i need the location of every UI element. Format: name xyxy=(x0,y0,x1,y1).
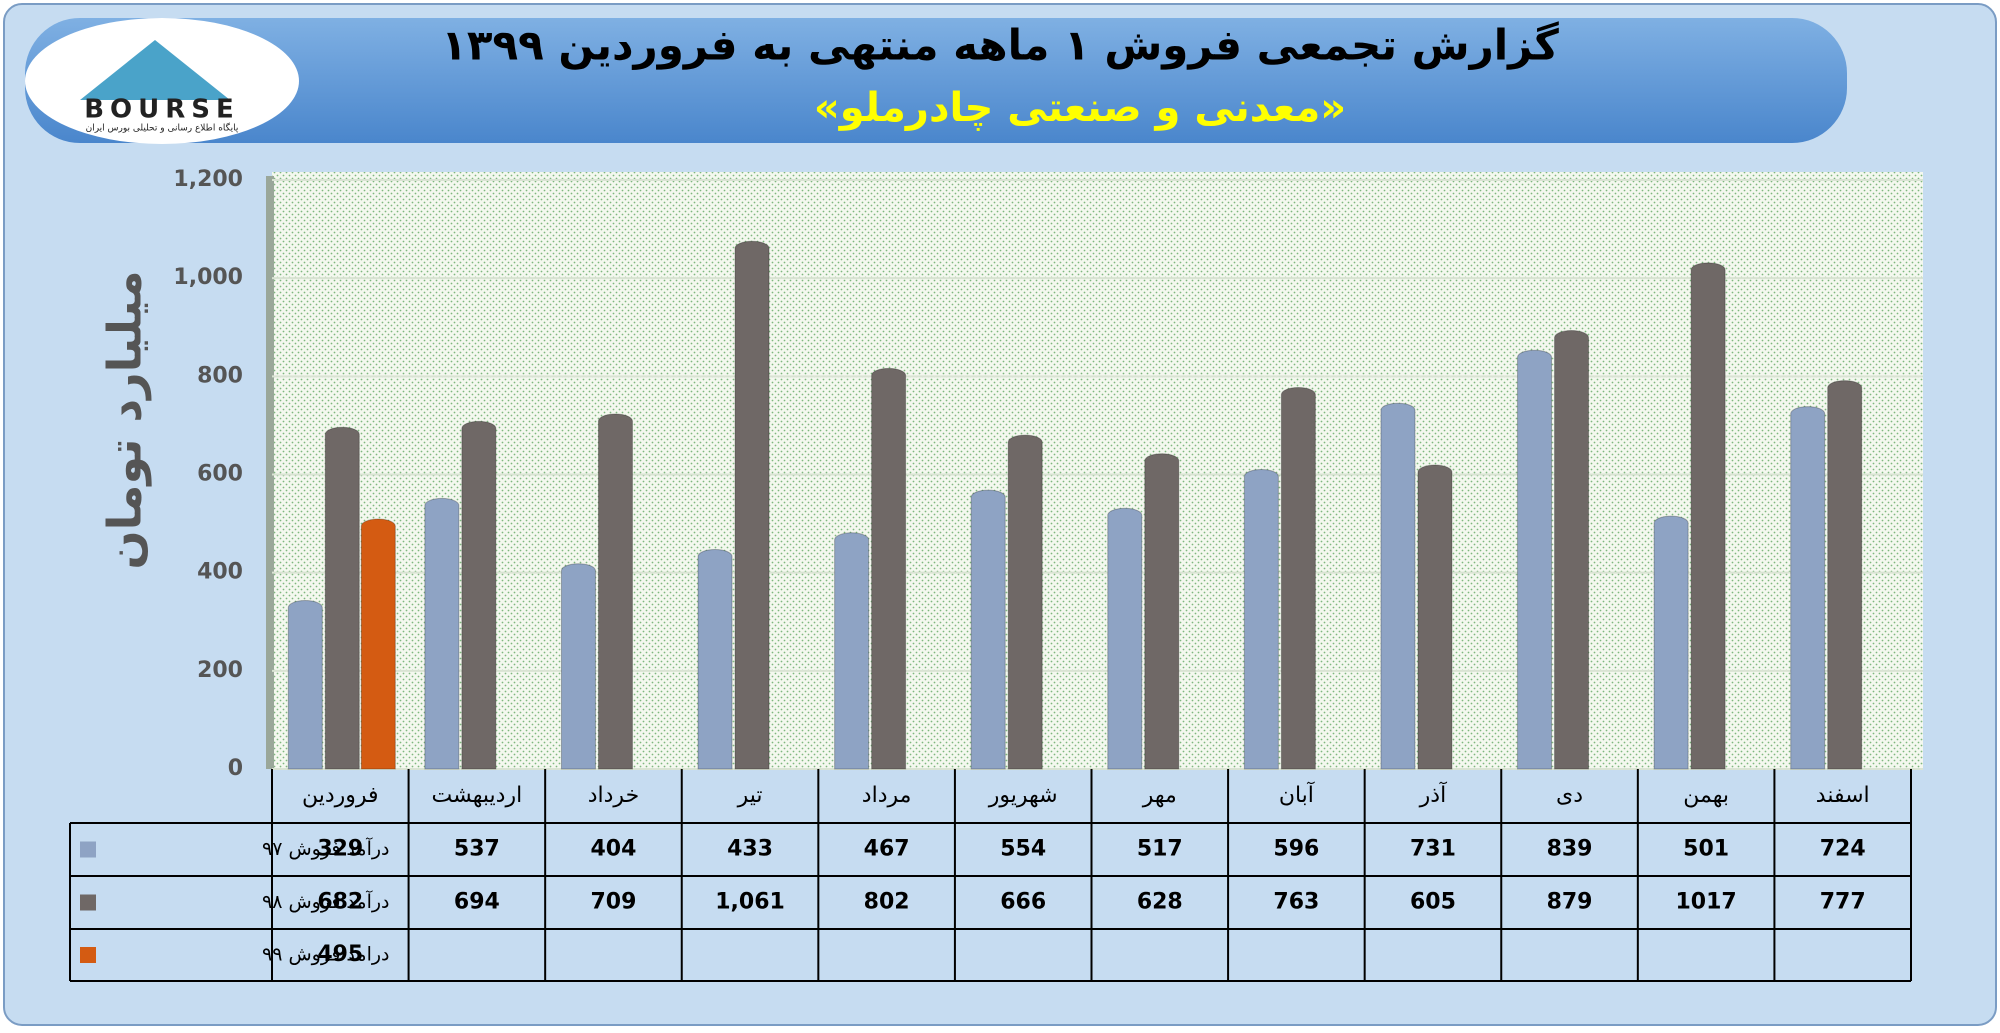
data-label: 628 xyxy=(1137,890,1183,915)
plot-area xyxy=(272,172,1923,769)
legend-label: درامد فروش ۹۹ xyxy=(262,944,390,966)
legend-swatch xyxy=(80,841,96,858)
data-label: 763 xyxy=(1273,890,1319,915)
bar xyxy=(734,240,770,770)
logo-tagline: پایگاه اطلاع رسانی و تحلیلی بورس ایران xyxy=(86,122,239,134)
data-label: 433 xyxy=(727,837,773,862)
bar xyxy=(1517,349,1553,770)
y-tick-label: 800 xyxy=(197,363,243,388)
x-tick-label: اسفند xyxy=(1816,783,1870,808)
data-label: 879 xyxy=(1547,890,1593,915)
bar xyxy=(424,497,460,770)
bar xyxy=(1790,406,1826,770)
bar xyxy=(597,413,633,770)
data-label: 682 xyxy=(317,890,363,915)
bar xyxy=(1380,402,1416,770)
x-tick-label: شهریور xyxy=(988,783,1058,808)
logo-mark xyxy=(80,40,230,100)
data-label: 709 xyxy=(590,890,636,915)
data-label: 839 xyxy=(1547,837,1593,862)
legend-swatch xyxy=(80,894,96,911)
bar xyxy=(1243,468,1279,770)
plot-wall xyxy=(266,176,274,769)
data-label: 605 xyxy=(1410,890,1456,915)
bar xyxy=(360,518,396,770)
data-label: 467 xyxy=(864,837,910,862)
bar xyxy=(287,600,323,770)
data-label: 517 xyxy=(1137,837,1183,862)
x-tick-label: فروردین xyxy=(302,783,379,808)
data-label: 777 xyxy=(1820,890,1866,915)
bar xyxy=(461,420,497,770)
data-label: 501 xyxy=(1683,837,1729,862)
bar xyxy=(1007,434,1043,770)
data-label: 404 xyxy=(590,837,636,862)
data-label: 666 xyxy=(1000,890,1046,915)
data-label: 554 xyxy=(1000,837,1046,862)
data-label: 537 xyxy=(454,837,500,862)
legend-label: درآمد فروش ۹۷ xyxy=(262,836,390,860)
bar xyxy=(1827,380,1863,770)
y-tick-label: 0 xyxy=(228,756,243,781)
bar xyxy=(871,367,907,770)
data-label: 694 xyxy=(454,890,500,915)
x-tick-label: خرداد xyxy=(588,783,639,808)
x-tick-label: مرداد xyxy=(862,783,912,808)
data-label: 1,061 xyxy=(715,890,785,915)
bar xyxy=(1280,386,1316,770)
y-tick-label: 400 xyxy=(197,560,243,585)
data-label: 724 xyxy=(1820,837,1866,862)
bar xyxy=(1144,453,1180,770)
data-label: 1017 xyxy=(1676,890,1737,915)
y-axis-label: میلیارد تومان xyxy=(98,270,152,569)
legend-label: درآمد فروش ۹۸ xyxy=(262,889,390,913)
bar xyxy=(1554,330,1590,770)
data-label: 596 xyxy=(1273,837,1319,862)
data-label: 731 xyxy=(1410,837,1456,862)
x-tick-label: آذر xyxy=(1419,781,1447,808)
logo-text: BOURSE xyxy=(84,95,240,125)
x-tick-label: مهر xyxy=(1142,783,1177,808)
bar xyxy=(834,532,870,770)
x-tick-label: بهمن xyxy=(1683,783,1729,808)
chart-subtitle: «معدنی و صنعتی چادرملو» xyxy=(814,85,1346,131)
y-tick-label: 600 xyxy=(197,462,243,487)
y-tick-label: 200 xyxy=(197,658,243,683)
x-tick-label: اردیبهشت xyxy=(432,783,523,808)
x-tick-label: دی xyxy=(1556,783,1583,808)
chart-title: گزارش تجمعی فروش ۱ ماهه منتهی به فروردین… xyxy=(441,21,1559,71)
bar xyxy=(970,489,1006,770)
data-label: 802 xyxy=(864,890,910,915)
y-tick-label: 1,200 xyxy=(173,167,243,192)
bar xyxy=(1653,515,1689,770)
bar xyxy=(560,563,596,770)
y-tick-label: 1,000 xyxy=(173,265,243,290)
bar xyxy=(1417,464,1453,770)
bar xyxy=(697,548,733,770)
x-tick-label: تیر xyxy=(737,783,763,808)
x-tick-label: آبان xyxy=(1279,781,1315,808)
legend-swatch xyxy=(80,947,96,963)
bar xyxy=(324,426,360,770)
bar xyxy=(1107,507,1143,770)
data-label: 495 xyxy=(317,942,363,967)
title-banner xyxy=(25,18,1847,143)
bar xyxy=(1690,262,1726,770)
data-label: 329 xyxy=(317,837,363,862)
